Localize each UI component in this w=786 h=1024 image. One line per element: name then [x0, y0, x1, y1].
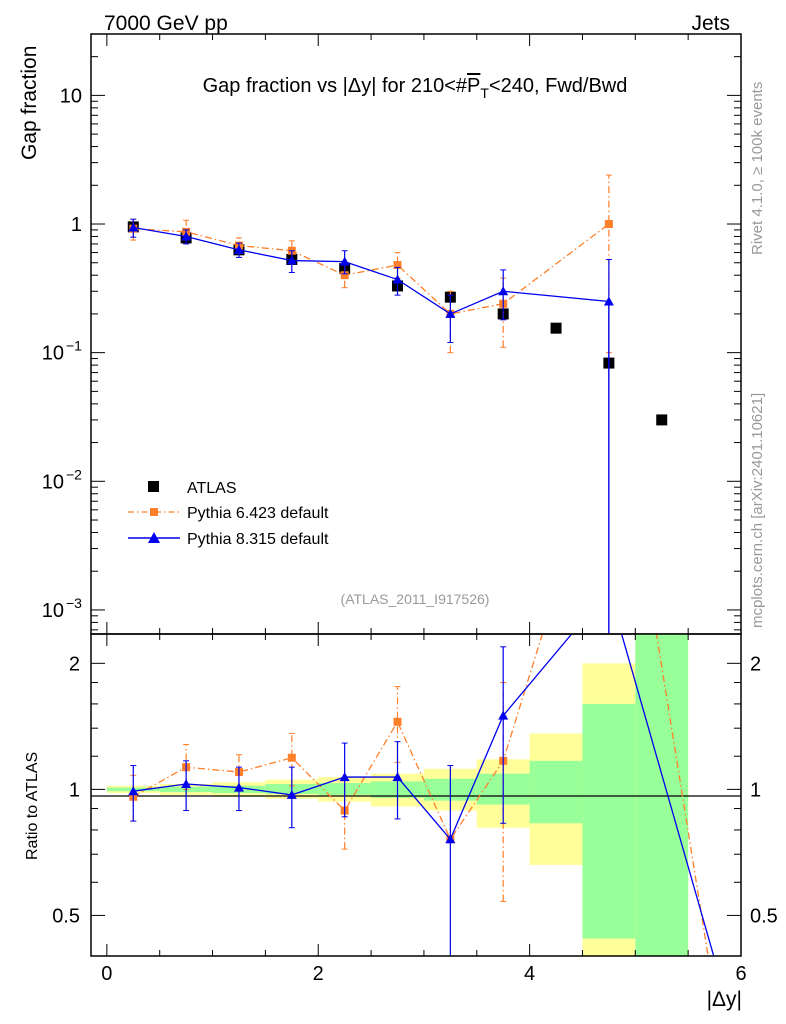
main-series-point: [392, 274, 403, 284]
y-tick-exponent: −2: [66, 466, 82, 482]
main-series-line: [133, 226, 610, 634]
ratio-series-group: [128, 634, 715, 956]
ratio-series-point: [287, 753, 296, 762]
legend-marker-pythia8: [148, 532, 160, 543]
main-series-point: [339, 256, 350, 266]
y-tick-label: 1: [71, 214, 82, 236]
y-tick-label: 10: [60, 85, 82, 107]
legend-marker-pythia6: [150, 508, 158, 516]
plot-title-part-2: <240, Fwd/Bwd: [489, 75, 627, 97]
atlas-point: [656, 414, 668, 426]
plot-title-t: T: [480, 85, 489, 101]
main-series-point: [286, 255, 297, 265]
ratio-series-point: [392, 772, 403, 782]
main-series-point: [498, 286, 509, 296]
ratio-panel: 0 2 4 6 0.5 0.5 1 1 2 2 Ratio to ATLAS |Δy|: [24, 633, 778, 1011]
atlas-point: [709, 635, 720, 646]
plot-title-p: P: [467, 75, 480, 97]
legend-label-pythia6: Pythia 6.423 default: [187, 505, 329, 522]
analysis-label: (ATLAS_2011_I917526): [341, 591, 490, 607]
ratio-band-green: [582, 703, 636, 939]
main-series-point: [340, 271, 349, 280]
plot-title: Gap fraction vs |Δy| for 210<#PT<240, Fw…: [203, 75, 628, 101]
y-tick-exponent: −1: [66, 338, 82, 354]
x-tick-label: 4: [524, 963, 535, 985]
y-tick-label: 10: [42, 600, 64, 622]
y-axis-label: Gap fraction: [18, 46, 41, 160]
main-series-group: [127, 174, 720, 646]
main-series-point: [128, 222, 139, 232]
x-tick-label: 2: [313, 963, 324, 985]
main-series-point: [604, 220, 613, 229]
main-series-point: [181, 231, 192, 241]
y-tick-exponent: −3: [66, 595, 82, 611]
main-data: [127, 174, 720, 646]
x-tick-label: 0: [101, 963, 112, 985]
ratio-series-point: [181, 778, 192, 788]
main-series-point: [393, 261, 402, 270]
main-series-line: [133, 223, 610, 315]
mcplots-label: mcplots.cern.ch [arXiv:2401.10621]: [749, 393, 766, 628]
x-axis-label: |Δy|: [707, 988, 742, 1011]
legend-label-pythia8: Pythia 8.315 default: [187, 531, 329, 548]
rivet-label: Rivet 4.1.0, ≥ 100k events: [749, 82, 766, 255]
atlas-point: [550, 322, 562, 334]
main-series-point: [233, 244, 244, 254]
ratio-y-label: Ratio to ATLAS: [24, 752, 41, 860]
legend-label-atlas: ATLAS: [187, 480, 237, 497]
ratio-band-green: [529, 760, 583, 824]
ratio-y-tick-label-right: 2: [750, 653, 761, 675]
y-tick-label: 10: [42, 343, 64, 365]
ratio-y-tick-label-right: 1: [750, 779, 761, 801]
ratio-y-tick-label: 2: [69, 653, 80, 675]
y-tick-label: 10: [42, 471, 64, 493]
ratio-series-point: [128, 786, 139, 796]
ratio-y-tick-label: 0.5: [52, 905, 80, 927]
ratio-band-green: [635, 634, 689, 956]
plot-title-part-1: Gap fraction vs |Δy| for 210<#: [203, 75, 468, 97]
ratio-frame: [90, 633, 742, 957]
header-left: 7000 GeV pp: [104, 12, 228, 35]
ratio-series-point: [339, 772, 350, 782]
ratio-series-point: [445, 834, 456, 844]
ratio-y-tick-label-right: 0.5: [750, 905, 778, 927]
ratio-series-point: [393, 717, 402, 726]
ratio-series-point: [498, 710, 509, 720]
ratio-ticks: 0 2 4 6 0.5 0.5 1 1 2 2: [52, 634, 778, 985]
legend: ATLAS Pythia 6.423 default Pythia 8.315 …: [128, 480, 329, 548]
ratio-series-point: [286, 789, 297, 799]
ratio-series-point: [233, 782, 244, 792]
main-series-point: [603, 296, 614, 306]
main-series-point: [445, 308, 456, 318]
header-right: Jets: [691, 12, 730, 35]
ratio-series-line: [133, 634, 715, 956]
ratio-data: [128, 634, 715, 956]
x-tick-label: 6: [735, 963, 746, 985]
ratio-y-tick-label: 1: [69, 779, 80, 801]
legend-marker-atlas: [148, 481, 159, 492]
